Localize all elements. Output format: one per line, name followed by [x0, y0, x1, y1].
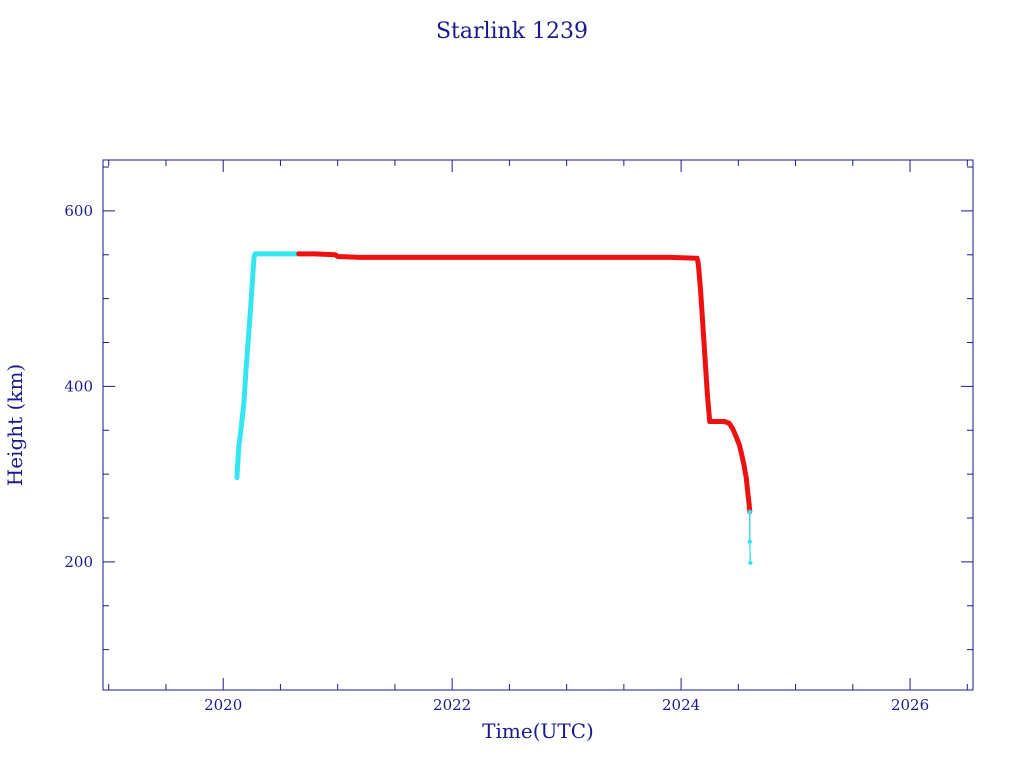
axis-ticks — [103, 160, 973, 690]
y-tick-label: 600 — [64, 202, 93, 220]
data-point — [734, 434, 738, 439]
data-point — [450, 255, 454, 260]
data-point — [696, 261, 701, 266]
series-line-0 — [234, 251, 302, 481]
plot-frame — [102, 159, 974, 691]
y-tick-label: 200 — [64, 553, 93, 571]
data-point — [707, 419, 712, 424]
data-point — [404, 255, 409, 260]
data-point — [358, 255, 363, 260]
data-point — [335, 254, 340, 259]
data-point — [296, 252, 301, 256]
data-point — [507, 255, 512, 260]
x-tick-label: 2022 — [433, 696, 471, 714]
data-point — [242, 402, 246, 406]
data-point — [267, 252, 271, 256]
data-point — [236, 446, 241, 450]
plot-data — [234, 251, 753, 565]
data-point — [235, 475, 239, 480]
series-line-2 — [749, 511, 751, 564]
data-point — [248, 305, 253, 310]
x-tick-label: 2020 — [204, 696, 242, 714]
data-point — [622, 255, 626, 260]
x-tick-label: 2024 — [662, 696, 700, 714]
data-point — [312, 252, 317, 256]
data-point — [705, 393, 710, 397]
data-point — [238, 432, 243, 437]
y-tick-label: 400 — [64, 377, 93, 395]
data-point — [703, 358, 707, 362]
data-point — [747, 539, 752, 544]
data-point — [251, 270, 255, 275]
data-point — [701, 323, 705, 327]
data-point — [246, 336, 251, 340]
data-point — [695, 256, 699, 261]
trajectory-connector-line — [236, 253, 751, 563]
data-point — [742, 463, 746, 468]
x-axis-label: Time(UTC) — [482, 719, 594, 743]
data-point — [744, 476, 749, 481]
data-point — [748, 560, 753, 565]
data-point — [745, 488, 750, 492]
data-point — [722, 419, 727, 424]
chart-title: Starlink 1239 — [436, 19, 588, 44]
data-point — [730, 426, 735, 431]
data-point — [564, 255, 569, 260]
data-point — [698, 288, 703, 292]
data-point — [747, 509, 752, 515]
x-tick-label: 2026 — [891, 696, 929, 714]
data-point — [713, 419, 718, 424]
data-point — [244, 367, 248, 371]
data-point — [284, 252, 288, 256]
axis-tick-labels: 2020 2022 2024 2026 200 400 600 — [64, 202, 929, 714]
data-point — [747, 503, 752, 507]
data-point — [253, 252, 258, 256]
y-axis-label: Height (km) — [3, 364, 27, 486]
series-line-1 — [296, 251, 753, 515]
data-point — [737, 443, 742, 447]
data-point — [727, 421, 731, 426]
data-point — [667, 255, 672, 260]
data-point — [739, 453, 744, 457]
